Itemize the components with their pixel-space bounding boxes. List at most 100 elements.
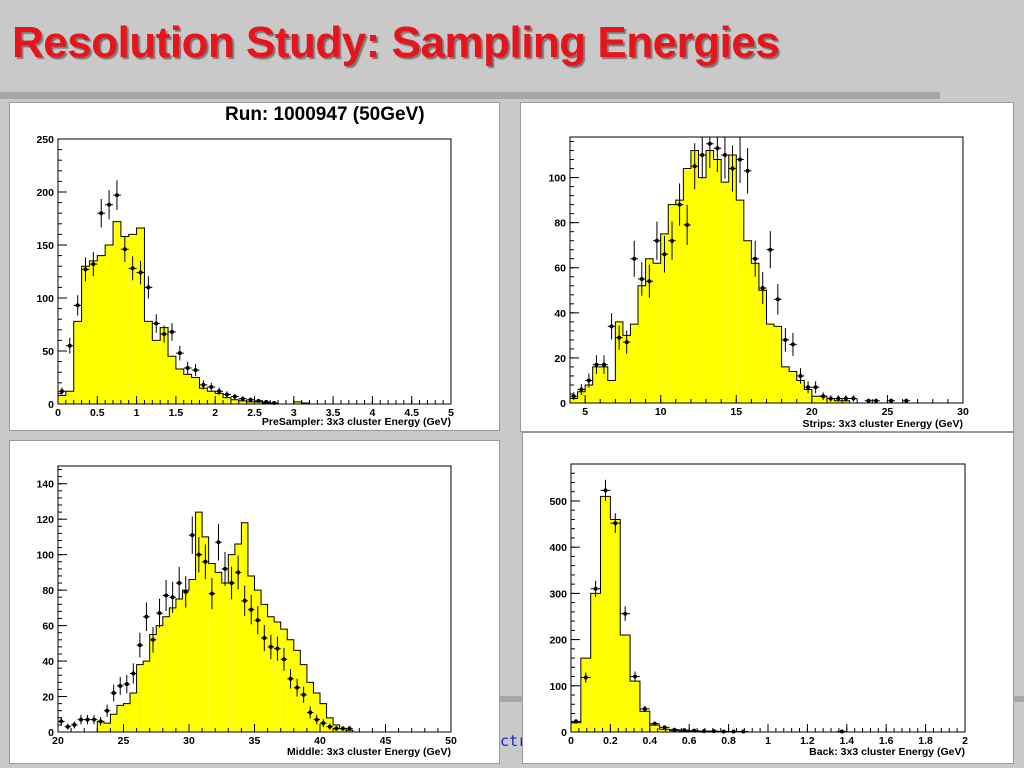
data-point [346,725,353,731]
data-point [262,399,271,404]
x-tick-label: 0 [55,407,61,419]
data-point [202,544,209,580]
histogram-bar [160,327,169,404]
data-point [113,180,121,211]
histogram-bar [144,321,153,404]
histogram-bar [89,260,98,404]
y-tick-label: 50 [42,346,54,358]
x-axis: 0 0.2 0.4 0.6 0.8 1 1.2 1.4 1.6 1.8 2 [568,724,968,747]
data-point [660,235,669,273]
y-tick-label: 100 [36,293,54,305]
y-tick-label: 200 [36,187,54,199]
y-tick-label: 100 [549,681,567,693]
histogram-bar [241,522,248,732]
histogram-bar [758,290,767,403]
histogram-bar [169,607,176,732]
data-point [751,240,759,277]
y-tick-label: 300 [549,588,567,600]
x-tick-label: 10 [655,406,667,418]
data-point [683,204,691,245]
histogram-bar [622,335,631,403]
chart-panel-presampler: 0 0.5 1 1.5 2 2.5 3 3.5 4 4.5 5 0 50 100 150 200 250 PreS… [9,102,500,431]
x-axis: 0 0.5 1 1.5 2 2.5 3 3.5 4 4.5 5 [55,396,454,419]
x-tick-label: 4.5 [404,407,419,419]
histogram-bar [293,401,302,404]
y-tick-label: 500 [549,496,567,508]
data-points [58,516,353,731]
histogram-bar [136,664,144,732]
data-point [97,717,104,726]
data-point [721,137,729,179]
y-tick-label: 250 [36,134,54,146]
data-point [287,669,294,689]
slide-title: Resolution Study: Sampling Energies [12,18,780,67]
x-tick-label: 5 [582,406,588,418]
data-point [238,396,247,402]
histogram-bar [182,590,189,732]
x-tick-label: 40 [314,735,326,747]
histogram-bar [728,155,737,403]
histogram-bar [834,400,843,403]
data-point [152,314,161,333]
data-point [144,276,153,299]
y-tick-label: 40 [554,308,566,320]
histogram-bar [215,572,222,732]
data-point [622,330,631,354]
data-point [758,271,767,305]
histogram-bar [97,255,106,404]
x-axis-label: Middle: 3x3 cluster Energy (GeV) [287,746,451,758]
data-point [223,391,231,398]
histogram-bar [149,634,157,732]
y-tick-label: 150 [36,240,54,252]
y-axis: 0 100 200 300 400 500 [549,463,580,739]
data-point [713,137,722,173]
x-tick-label: 25 [118,735,130,747]
histogram-bar [254,401,263,404]
histogram-bars [570,150,850,403]
y-tick-label: 0 [48,727,54,739]
x-tick-label: 15 [730,406,742,418]
data-point [71,721,78,729]
y-tick-label: 20 [554,353,566,365]
histogram-bar [675,200,684,403]
histogram-bars [571,496,739,732]
histogram-bar [120,236,129,404]
histogram-bar [683,168,691,403]
histogram-bar [638,285,646,403]
histogram-bar [313,692,320,732]
x-tick-label: 3 [291,407,297,419]
histogram-bar [103,723,111,732]
histogram-bar [199,388,208,404]
data-point [313,714,320,725]
data-point [649,721,660,726]
data-point [834,395,843,402]
data-point [690,143,699,190]
title-divider [0,92,940,99]
histogram-bar [234,544,242,732]
histogram-bar [610,519,621,732]
data-point [610,513,621,533]
data-point [97,198,106,228]
histogram-bar [156,625,163,732]
histogram-bar [65,391,74,404]
histogram-bar [116,705,124,732]
histogram-bar [630,324,639,403]
x-tick-label: 35 [249,735,261,747]
histogram-bar [600,496,611,732]
histogram-bar [128,234,137,404]
data-point [215,523,222,561]
x-tick-label: 30 [183,735,195,747]
data-point [162,579,170,612]
data-point [607,313,616,340]
x-axis-label: Back: 3x3 cluster Energy (GeV) [809,746,965,758]
data-point [826,395,835,402]
x-tick-label: 0.6 [682,735,697,747]
data-point [230,393,239,400]
y-tick-label: 60 [42,621,54,633]
data-point [234,555,242,590]
histogram-bar [105,245,114,404]
data-point [592,355,601,374]
data-points [58,180,279,405]
data-point [110,684,117,702]
histogram-bar [804,389,812,403]
